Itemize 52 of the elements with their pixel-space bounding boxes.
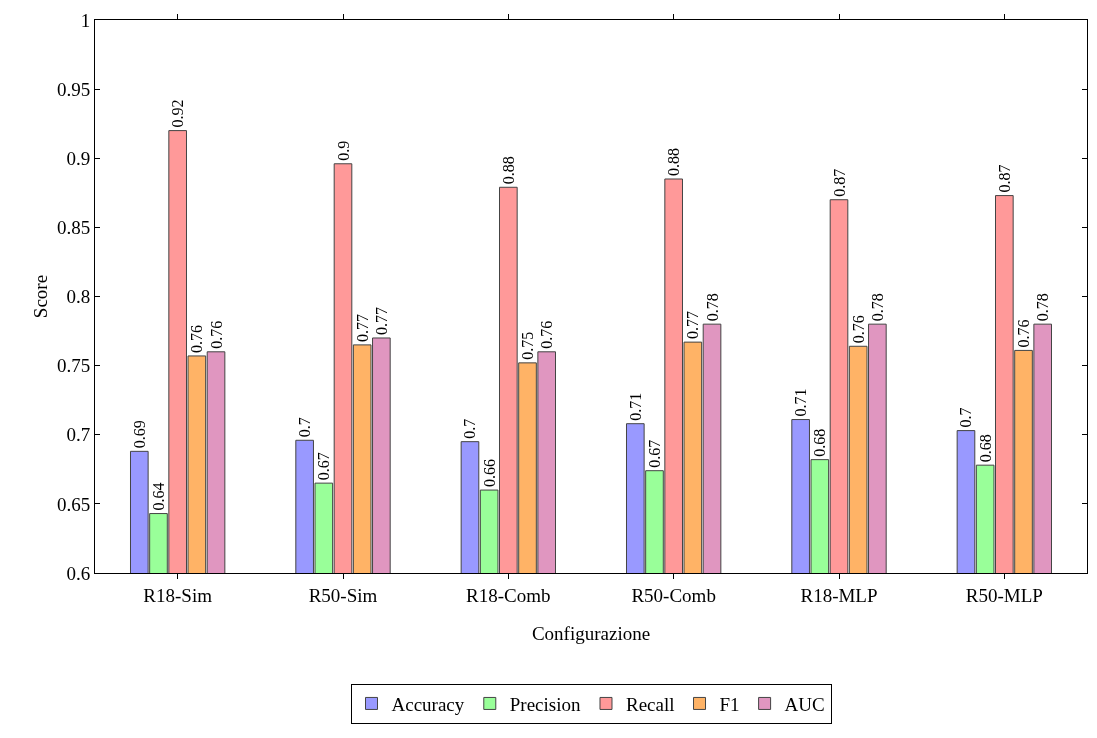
y-tick-label: 0.95 (56, 78, 91, 100)
y-tick-label: 0.85 (56, 217, 91, 239)
legend-label: Precision (509, 693, 581, 715)
x-axis-title: Configurazione (531, 623, 651, 644)
data-label: 0.76 (188, 324, 206, 353)
legend-label: F1 (719, 693, 740, 715)
data-label: 0.7 (296, 417, 314, 438)
y-tick-label: 0.7 (66, 424, 91, 446)
y-tick-label: 0.8 (66, 286, 91, 308)
data-label: 0.78 (703, 293, 721, 322)
data-label: 0.7 (957, 407, 975, 428)
data-label: 0.69 (130, 420, 148, 449)
data-label: 0.78 (868, 293, 886, 322)
data-label: 0.77 (372, 306, 390, 335)
x-tick-label: R50-Sim (308, 584, 378, 606)
data-label: 0.75 (519, 331, 537, 360)
data-label: 0.88 (665, 147, 683, 176)
data-label: 0.76 (207, 320, 225, 349)
data-label: 0.87 (995, 164, 1013, 193)
legend-label: Recall (625, 693, 675, 715)
data-label: 0.87 (830, 168, 848, 197)
data-label: 0.67 (315, 452, 333, 481)
data-label: 0.76 (1015, 319, 1033, 348)
data-label: 0.71 (626, 392, 644, 421)
data-label: 0.76 (849, 315, 867, 344)
x-tick-label: R50-Comb (631, 584, 716, 606)
data-label: 0.66 (480, 459, 498, 488)
x-tick-label: R18-Comb (466, 584, 551, 606)
data-label: 0.76 (538, 320, 556, 349)
y-tick-label: 0.6 (66, 562, 91, 584)
data-label: 0.77 (684, 311, 702, 340)
data-label: 0.67 (645, 439, 663, 468)
data-label: 0.71 (792, 388, 810, 417)
y-tick-label: 0.75 (56, 355, 91, 377)
y-tick-label: 1 (80, 9, 91, 31)
legend-label: AUC (784, 693, 825, 715)
data-label: 0.88 (499, 156, 517, 185)
legend-label: Accuracy (391, 693, 465, 715)
data-label: 0.92 (169, 99, 187, 128)
y-tick-label: 0.9 (66, 147, 91, 169)
x-tick-label: R18-MLP (800, 584, 878, 606)
data-label: 0.68 (811, 428, 829, 457)
data-label: 0.7 (461, 418, 479, 439)
y-axis-title: Score (30, 274, 51, 319)
data-label: 0.78 (1034, 293, 1052, 322)
x-tick-label: R18-Sim (143, 584, 213, 606)
y-tick-label: 0.65 (56, 493, 91, 515)
data-label: 0.9 (334, 140, 352, 161)
data-label: 0.68 (976, 434, 994, 463)
data-label: 0.64 (149, 482, 167, 511)
data-label: 0.77 (353, 313, 371, 342)
x-tick-label: R50-MLP (965, 584, 1043, 606)
